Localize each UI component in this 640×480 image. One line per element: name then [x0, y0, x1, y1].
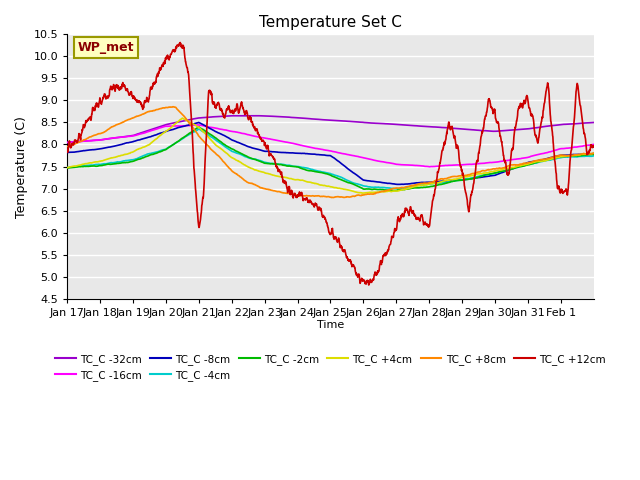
Title: Temperature Set C: Temperature Set C — [259, 15, 402, 30]
Y-axis label: Temperature (C): Temperature (C) — [15, 116, 28, 217]
Legend: TC_C -32cm, TC_C -16cm, TC_C -8cm, TC_C -4cm, TC_C -2cm, TC_C +4cm, TC_C +8cm, T: TC_C -32cm, TC_C -16cm, TC_C -8cm, TC_C … — [51, 349, 610, 385]
X-axis label: Time: Time — [317, 320, 344, 330]
Text: WP_met: WP_met — [77, 41, 134, 54]
